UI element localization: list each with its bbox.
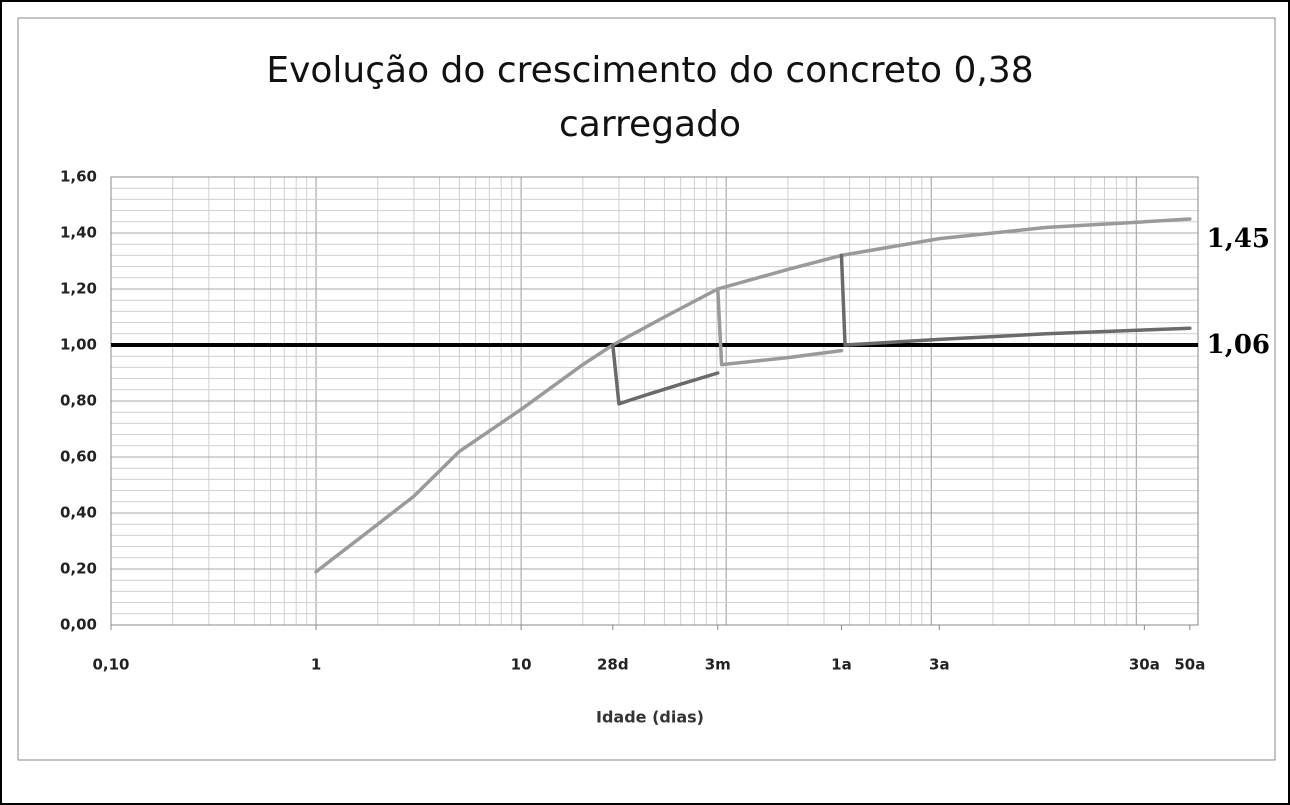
y-tick-label: 1,20 bbox=[60, 280, 97, 298]
y-tick-label: 0,80 bbox=[60, 392, 97, 410]
x-tick-label: 50a bbox=[1174, 656, 1205, 674]
chart-title: carregado bbox=[559, 104, 741, 145]
x-tick-label: 30a bbox=[1129, 656, 1160, 674]
y-tick-label: 1,40 bbox=[60, 224, 97, 242]
y-tick-label: 0,40 bbox=[60, 504, 97, 522]
x-tick-label: 1 bbox=[311, 656, 321, 674]
data-line bbox=[839, 253, 1192, 347]
x-tick-label: 28d bbox=[597, 656, 629, 674]
x-tick-label: 10 bbox=[511, 656, 532, 674]
x-tick-label: 1a bbox=[831, 656, 852, 674]
x-tick-label: 3a bbox=[929, 656, 950, 674]
x-tick-label: 3m bbox=[705, 656, 731, 674]
y-tick-label: 1,00 bbox=[60, 336, 97, 354]
chart-title: Evolução do crescimento do concreto 0,38 bbox=[266, 50, 1033, 91]
y-tick-label: 0,20 bbox=[60, 560, 97, 578]
x-axis-label: Idade (dias) bbox=[596, 708, 704, 727]
y-tick-label: 0,60 bbox=[60, 448, 97, 466]
chart-frame bbox=[17, 17, 1276, 761]
x-tick-label: 0,10 bbox=[92, 656, 129, 674]
y-tick-label: 1,60 bbox=[60, 168, 97, 186]
data-line bbox=[314, 217, 1192, 574]
data-line bbox=[611, 343, 720, 406]
annotation: 1,45 bbox=[1207, 224, 1270, 254]
annotation: 1,06 bbox=[1207, 330, 1270, 360]
y-tick-label: 0,00 bbox=[60, 616, 97, 634]
plot-area bbox=[110, 176, 1199, 626]
data-line bbox=[716, 287, 844, 367]
